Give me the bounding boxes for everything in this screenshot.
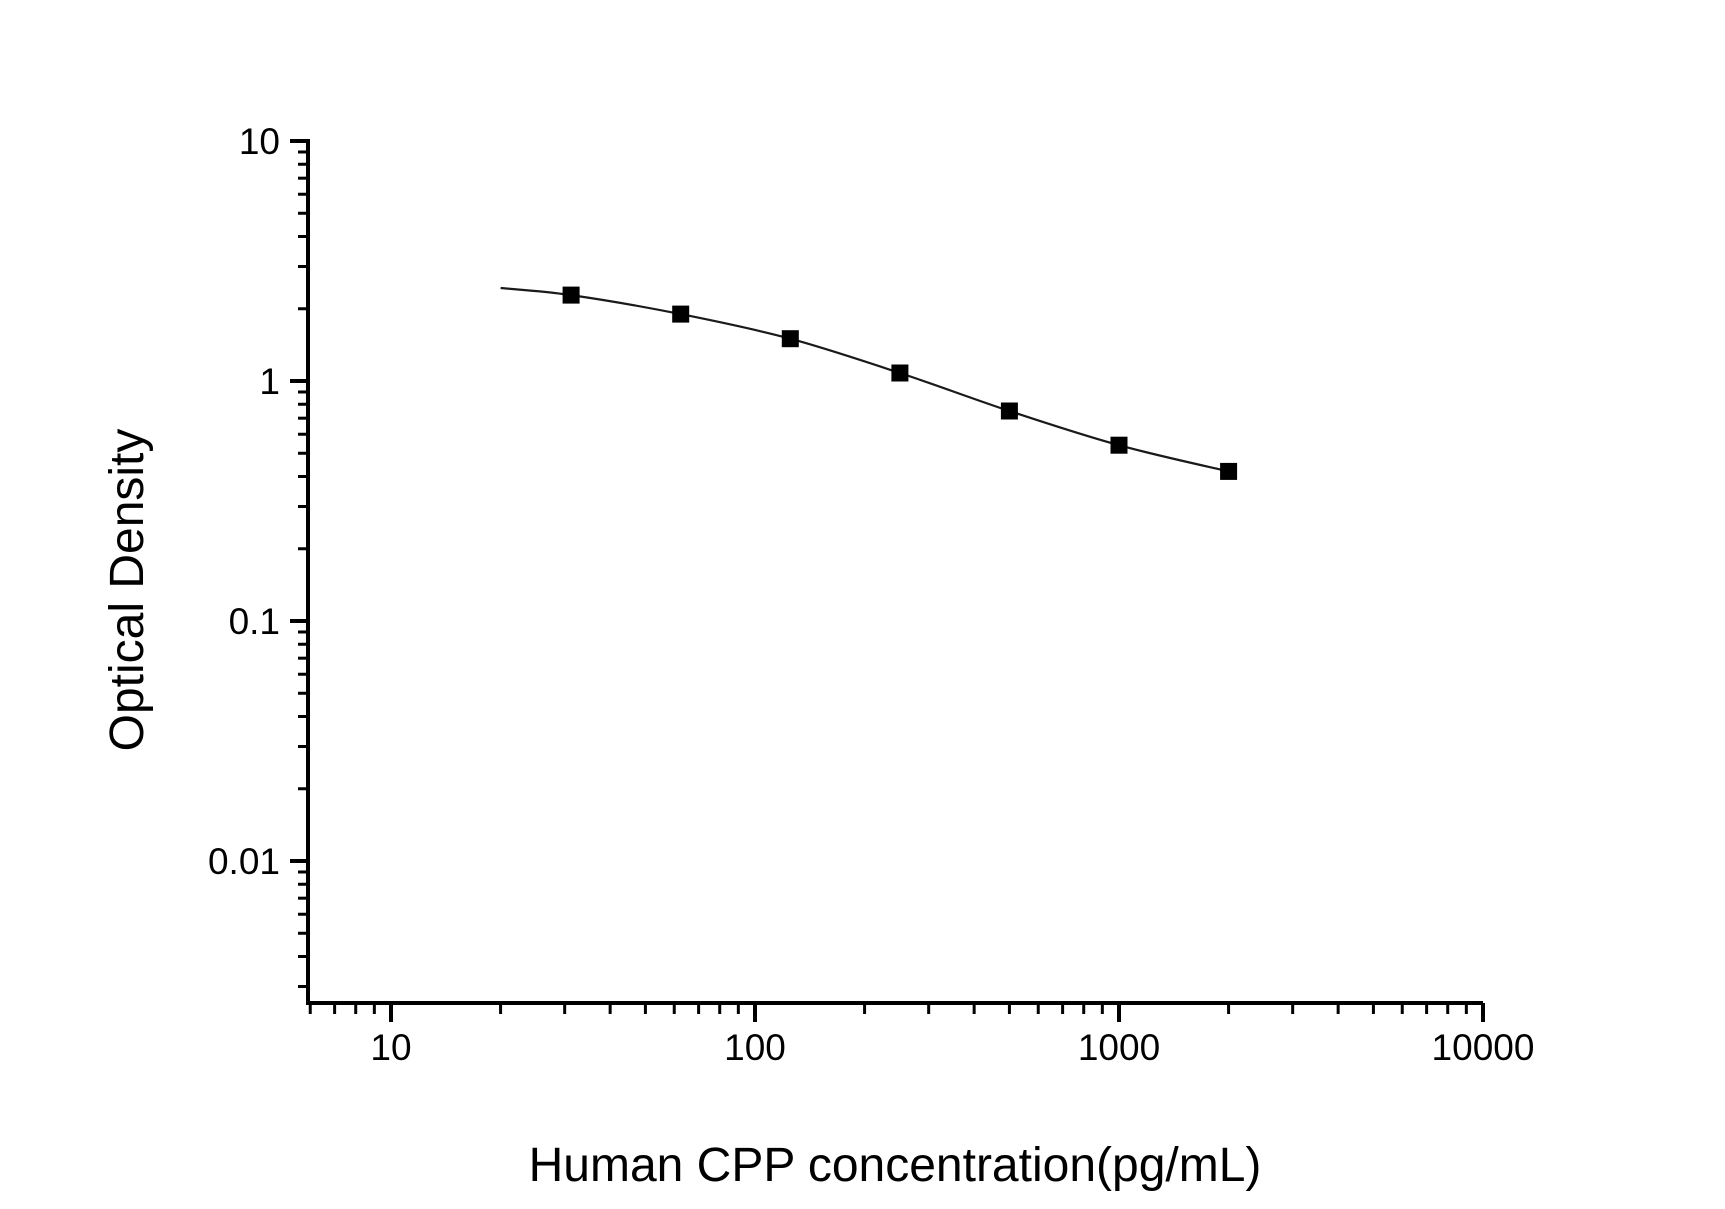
data-point-marker — [1000, 402, 1018, 420]
y-tick-label: 0.01 — [208, 841, 280, 882]
data-point-marker — [1110, 436, 1128, 454]
axis-tick-labels: 10 1 0.1 0.01 10 100 1000 10000 — [208, 121, 1534, 1068]
y-tick-label: 10 — [239, 121, 280, 162]
axis-lines — [306, 139, 1483, 1005]
y-axis-title: Optical Density — [101, 429, 154, 752]
y-tick-label: 0.1 — [229, 601, 280, 642]
data-point-marker — [562, 286, 580, 304]
data-point-marker — [672, 305, 690, 323]
y-tick-label: 1 — [259, 361, 280, 402]
data-point-marker — [1220, 462, 1238, 480]
x-tick-label: 10 — [370, 1027, 411, 1068]
axis-ticks — [290, 139, 1485, 1022]
x-tick-label: 10000 — [1432, 1027, 1535, 1068]
x-tick-label: 1000 — [1078, 1027, 1160, 1068]
x-tick-label: 100 — [724, 1027, 786, 1068]
data-point-markers — [562, 286, 1238, 480]
x-axis-title: Human CPP concentration(pg/mL) — [529, 1139, 1262, 1192]
data-point-marker — [891, 364, 909, 382]
data-point-marker — [781, 330, 799, 348]
